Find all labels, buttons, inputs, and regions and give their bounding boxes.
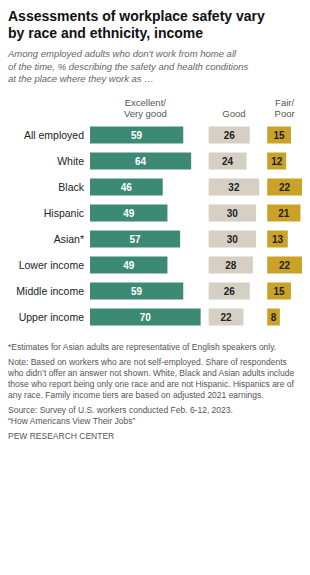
data-label: 59 [131,129,143,140]
category-label: Hispanic [44,207,84,219]
data-label: 46 [121,181,133,192]
bar [90,204,167,221]
bar [90,152,191,169]
data-label: 22 [279,181,291,192]
column-header: Excellent/Very good [124,97,167,119]
bar [90,126,183,143]
data-label: 13 [272,233,284,244]
bar [267,152,286,169]
category-label: Upper income [19,311,85,323]
data-label: 28 [225,259,237,270]
bar [267,282,291,299]
bar [209,256,253,273]
annotation: Source: Survey of U.S. workers conducted… [8,405,302,427]
annotation: *Estimates for Asian adults are represen… [8,342,302,353]
column-header: Good [222,108,245,119]
bar [267,308,280,325]
bar [209,126,250,143]
category-label: Lower income [19,259,85,271]
annotation: PEW RESEARCH CENTER [8,431,302,442]
title: Assessments of workplace safety vary by … [8,8,302,42]
bar [267,178,302,195]
bar [209,230,256,247]
data-label: 49 [123,259,135,270]
bar [209,308,244,325]
data-label: 22 [220,311,232,322]
data-label: 57 [129,233,141,244]
column-header: Fair/Poor [275,97,295,119]
annotation: Note: Based on workers who are not self-… [8,357,302,401]
data-label: 30 [227,207,239,218]
data-label: 26 [224,285,236,296]
bar [267,126,291,143]
bar [267,230,288,247]
bar [267,256,302,273]
data-label: 59 [131,285,143,296]
data-label: 8 [271,311,277,322]
bar [209,204,256,221]
category-label: Black [58,181,84,193]
bar [209,152,247,169]
page: Assessments of workplace safety vary by … [0,0,310,442]
bar [267,204,300,221]
category-label: Middle income [16,285,84,297]
bar [90,256,167,273]
bar [90,282,183,299]
data-label: 24 [222,155,234,166]
category-label: White [57,155,84,167]
category-label: Asian* [54,233,84,245]
data-label: 21 [278,207,290,218]
data-label: 30 [227,233,239,244]
data-label: 70 [140,311,152,322]
bar [209,178,260,195]
data-label: 15 [274,285,286,296]
plot-area [90,126,302,325]
bar [90,230,180,247]
data-label: 12 [271,155,283,166]
data-label: 26 [224,129,236,140]
data-label: 64 [135,155,147,166]
category-label: All employed [24,129,84,141]
bar [209,282,250,299]
data-label: 22 [279,259,291,270]
subtitle: Among employed adults who don’t work fro… [8,48,302,86]
data-label: 15 [274,129,286,140]
data-label: 49 [123,207,135,218]
chart: Excellent/Very good Good Fair/Poor All empl… [8,92,302,334]
bar [90,308,201,325]
data-label: 32 [228,181,240,192]
bar [90,178,163,195]
